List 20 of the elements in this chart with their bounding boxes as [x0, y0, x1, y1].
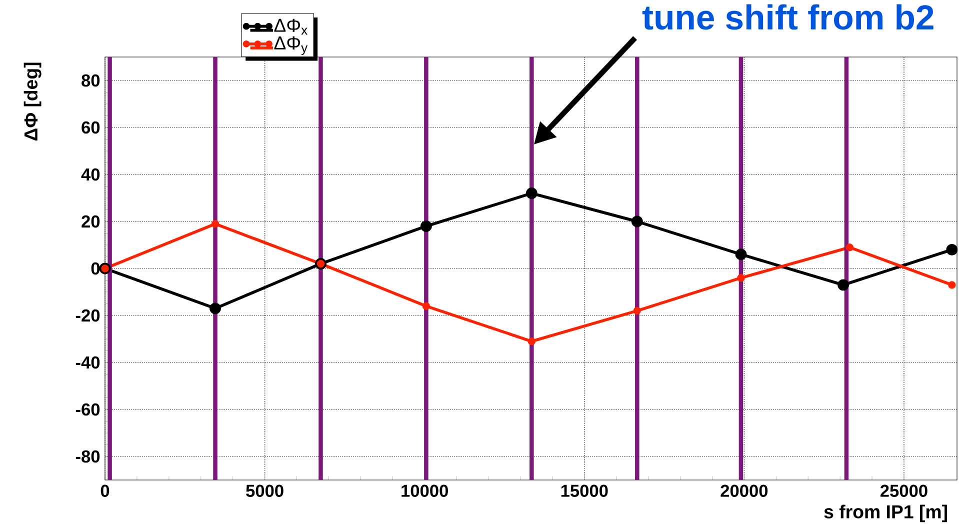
y-tick-label: -20: [76, 309, 100, 322]
x-tick-label: 5000: [246, 484, 284, 497]
y-tick-label: 0: [91, 262, 100, 275]
x-tick-label: 10000: [402, 484, 448, 497]
x-tick-label: 15000: [561, 484, 608, 497]
x-axis-title: s from IP1 [m]: [824, 504, 947, 522]
y-tick-label: 80: [82, 74, 100, 87]
y-tick-label: -40: [76, 356, 100, 369]
y-tick-label: 20: [82, 215, 100, 228]
x-tick-label: 20000: [720, 484, 768, 497]
x-tick-label: 0: [100, 484, 110, 497]
y-tick-label: -60: [76, 403, 100, 416]
y-axis-title: ΔΦ [deg]: [24, 62, 42, 140]
legend-label: ΔΦ$_{x}$: [274, 18, 308, 35]
y-tick-label: 40: [81, 168, 100, 181]
x-tick-label: 25000: [880, 484, 928, 497]
y-tick-label: 60: [82, 121, 100, 134]
legend-label: ΔΦ$_{y}$: [274, 36, 308, 55]
text: tune shift from b2: [642, 4, 934, 30]
y-tick-label: -80: [76, 450, 100, 463]
